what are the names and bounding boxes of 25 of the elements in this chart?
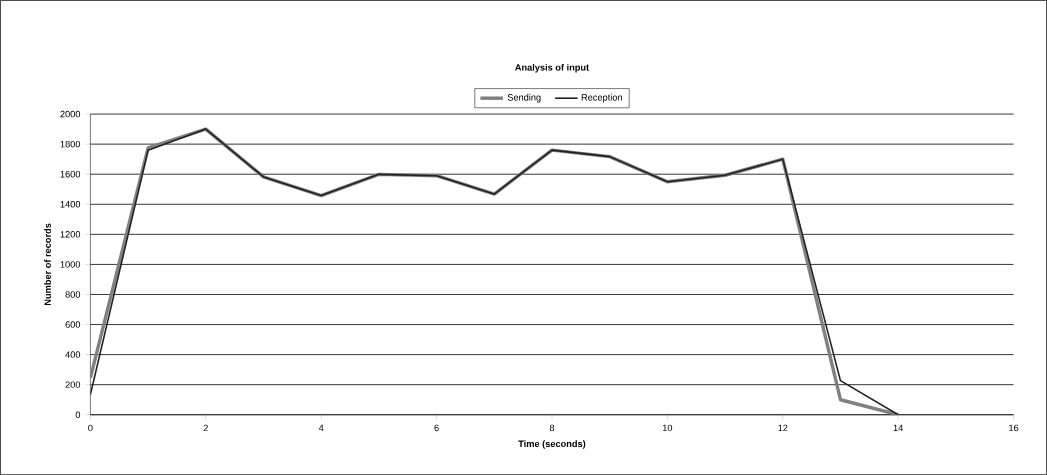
legend-label: Sending bbox=[507, 93, 541, 103]
y-tick-label: 1000 bbox=[60, 261, 81, 268]
y-tick-label: 2000 bbox=[60, 110, 81, 118]
y-tick-label: 1600 bbox=[60, 170, 81, 178]
x-tick-label: 16 bbox=[1009, 424, 1019, 432]
x-tick-label: 10 bbox=[662, 424, 673, 432]
x-tick-label: 6 bbox=[434, 424, 439, 432]
y-tick-label: 0 bbox=[75, 411, 81, 418]
y-tick-label: 800 bbox=[65, 291, 81, 298]
legend-label: Reception bbox=[581, 93, 622, 103]
x-tick-label: 4 bbox=[318, 424, 324, 431]
y-tick-label: 1800 bbox=[60, 140, 81, 148]
y-tick-label: 200 bbox=[65, 381, 81, 388]
y-tick-label: 600 bbox=[65, 321, 81, 328]
x-tick-label: 12 bbox=[778, 424, 788, 432]
x-tick-label: 2 bbox=[203, 424, 208, 432]
y-tick-label: 1400 bbox=[60, 200, 81, 208]
y-tick-label: 400 bbox=[65, 351, 81, 358]
x-tick-label: 8 bbox=[549, 424, 555, 432]
x-tick-label: 0 bbox=[88, 424, 93, 432]
chart-title: Analysis of input bbox=[515, 63, 590, 73]
x-axis-title: Time (seconds) bbox=[518, 440, 586, 449]
x-tick-label: 14 bbox=[893, 424, 904, 431]
y-tick-label: 1200 bbox=[60, 231, 81, 238]
y-axis-title: Number of records bbox=[44, 223, 51, 305]
